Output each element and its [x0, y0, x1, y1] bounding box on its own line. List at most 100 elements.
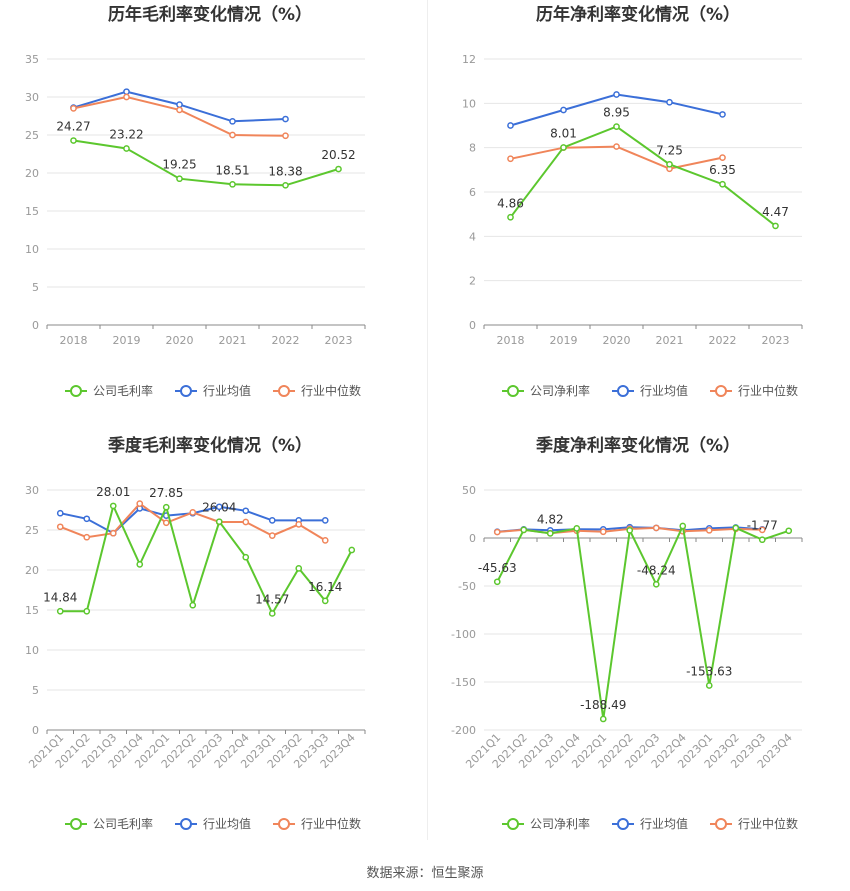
data-point	[136, 500, 144, 507]
series-line-行业中位数	[510, 145, 723, 170]
legend-swatch-marker	[180, 385, 192, 397]
legend-item: 行业中位数	[273, 816, 361, 831]
y-tick-label: 0	[469, 532, 476, 545]
legend-label: 公司净利率	[530, 383, 590, 398]
legend-swatch-marker	[507, 385, 519, 397]
data-point	[282, 115, 289, 123]
legend-label: 行业均值	[640, 816, 688, 831]
data-label: 23.22	[109, 128, 143, 142]
series-line-公司净利率	[509, 125, 777, 227]
series-line-公司净利率	[496, 522, 790, 720]
data-point	[282, 181, 289, 189]
legend-item: 公司净利率	[502, 816, 590, 831]
x-tick-label: 2021	[219, 334, 247, 347]
data-point	[732, 524, 740, 532]
legend-swatch-marker	[180, 818, 192, 830]
x-tick-label: 2021	[656, 334, 684, 347]
legend-item: 公司毛利率	[65, 383, 153, 398]
legend-item: 行业中位数	[710, 383, 798, 398]
data-label: -153.63	[686, 664, 732, 678]
y-tick-label: 25	[25, 129, 39, 142]
data-point	[520, 526, 528, 534]
data-label: 28.01	[96, 485, 130, 499]
data-point	[719, 111, 726, 118]
data-point	[162, 519, 170, 527]
data-point	[348, 546, 356, 554]
y-tick-label: 20	[25, 167, 39, 180]
legend-swatch-marker	[715, 818, 727, 830]
legend-item: 公司毛利率	[65, 816, 153, 831]
x-tick-label: 2018	[497, 334, 525, 347]
data-label: 19.25	[162, 158, 196, 172]
data-point	[268, 532, 276, 539]
data-label: 6.35	[709, 163, 736, 177]
data-label: -48.24	[637, 563, 676, 577]
legend-label: 行业中位数	[738, 383, 798, 398]
chart-2: 历年净利率变化情况（%） 0 2 4 6 8 10 12 2018 2019 2020 2021 202…	[462, 4, 803, 398]
source-note: 数据来源：恒生聚源	[366, 866, 484, 881]
data-point	[573, 525, 581, 532]
data-point	[268, 610, 276, 617]
x-tick-label: 2020	[603, 334, 631, 347]
legend-label: 行业均值	[640, 383, 688, 398]
data-point	[229, 131, 236, 139]
y-tick-label: -50	[458, 580, 476, 593]
data-point	[758, 526, 766, 534]
data-point	[785, 527, 793, 535]
y-tick-label: 30	[25, 484, 39, 497]
data-point	[70, 137, 77, 144]
data-point	[626, 526, 634, 534]
y-tick-label: 0	[32, 724, 39, 737]
legend-item: 行业中位数	[710, 816, 798, 831]
legend-item: 行业均值	[175, 383, 251, 398]
data-label: -45.63	[478, 561, 517, 575]
data-point	[176, 175, 183, 183]
data-point	[679, 522, 687, 530]
legend-label: 行业均值	[203, 383, 251, 398]
legend-swatch-marker	[617, 818, 629, 830]
data-point	[652, 524, 660, 532]
data-point	[560, 144, 567, 151]
data-point	[162, 503, 170, 511]
legend-label: 行业中位数	[301, 816, 361, 831]
data-point	[321, 517, 329, 524]
y-tick-label: 5	[32, 684, 39, 697]
legend-label: 公司毛利率	[93, 383, 153, 398]
data-point	[705, 682, 713, 689]
data-point	[560, 106, 567, 114]
legend-swatch-marker	[507, 818, 519, 830]
data-point	[613, 123, 620, 130]
data-label: 20.52	[321, 148, 355, 162]
y-tick-label: 6	[469, 186, 476, 199]
data-point	[666, 160, 673, 168]
data-point	[242, 553, 250, 561]
data-point	[189, 509, 197, 516]
y-tick-label: 8	[469, 142, 476, 155]
data-label: 18.51	[215, 163, 249, 177]
y-tick-label: 10	[25, 644, 39, 657]
legend-item: 公司净利率	[502, 383, 590, 398]
data-label: 14.84	[43, 590, 77, 604]
legend-swatch-marker	[278, 385, 290, 397]
chart-1: 历年毛利率变化情况（%） 0 5 10 15 20 25 30 35 2018 2019 2020 20…	[25, 4, 366, 398]
y-tick-label: -200	[451, 724, 476, 737]
legend-swatch-marker	[715, 385, 727, 397]
x-tick-label: 2022	[709, 334, 737, 347]
data-point	[493, 528, 501, 536]
x-tick-label: 2018	[60, 334, 88, 347]
legend-swatch-marker	[278, 818, 290, 830]
data-point	[215, 518, 223, 526]
y-tick-label: 0	[32, 319, 39, 332]
chart-title: 历年净利率变化情况（%）	[536, 4, 740, 25]
x-tick-label: 2019	[113, 334, 141, 347]
legend-label: 公司净利率	[530, 816, 590, 831]
legend-swatch-marker	[70, 385, 82, 397]
y-tick-label: -150	[451, 676, 476, 689]
y-tick-label: 15	[25, 604, 39, 617]
data-label: 24.27	[56, 120, 90, 134]
x-tick-label: 2019	[550, 334, 578, 347]
data-label: 4.47	[762, 205, 789, 219]
data-point	[176, 106, 183, 114]
y-tick-label: -100	[451, 628, 476, 641]
data-label: 4.82	[537, 512, 564, 526]
